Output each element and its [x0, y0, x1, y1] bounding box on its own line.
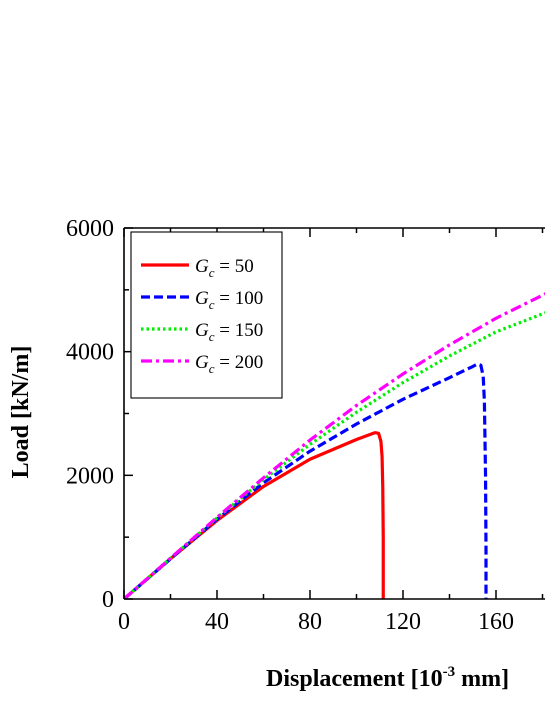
legend-label-3: Gc = 150	[195, 320, 263, 344]
x-tick-label: 80	[298, 609, 322, 635]
x-axis-label: Displacement [10-3 mm]	[266, 664, 509, 692]
x-tick-label: 0	[118, 609, 130, 635]
legend: Gc = 50 Gc = 100 Gc = 150 Gc = 200	[130, 231, 283, 399]
legend-label-2: Gc = 100	[195, 288, 263, 312]
x-tick-label: 120	[385, 609, 421, 635]
series-line-4	[124, 292, 545, 599]
legend-label-1: Gc = 50	[195, 256, 254, 280]
y-tick-label: 0	[102, 587, 114, 613]
x-tick-label: 40	[205, 609, 229, 635]
series-line-1	[124, 431, 385, 599]
y-tick-label: 2000	[66, 463, 114, 489]
series-line-3	[124, 311, 545, 599]
y-tick-label: 4000	[66, 340, 114, 366]
series-line-2	[124, 362, 488, 599]
x-tick-label: 160	[478, 609, 514, 635]
y-axis-label: Load [kN/m]	[8, 346, 34, 479]
axis-titles: Load [kN/m] Displacement [10-3 mm]	[8, 346, 509, 692]
y-tick-label: 6000	[66, 216, 114, 242]
series-layer	[124, 292, 545, 599]
axes-layer: 0 40 80 120 160 0 2000 4000 6000	[66, 216, 545, 635]
legend-box	[130, 231, 283, 399]
legend-label-4: Gc = 200	[195, 352, 263, 376]
